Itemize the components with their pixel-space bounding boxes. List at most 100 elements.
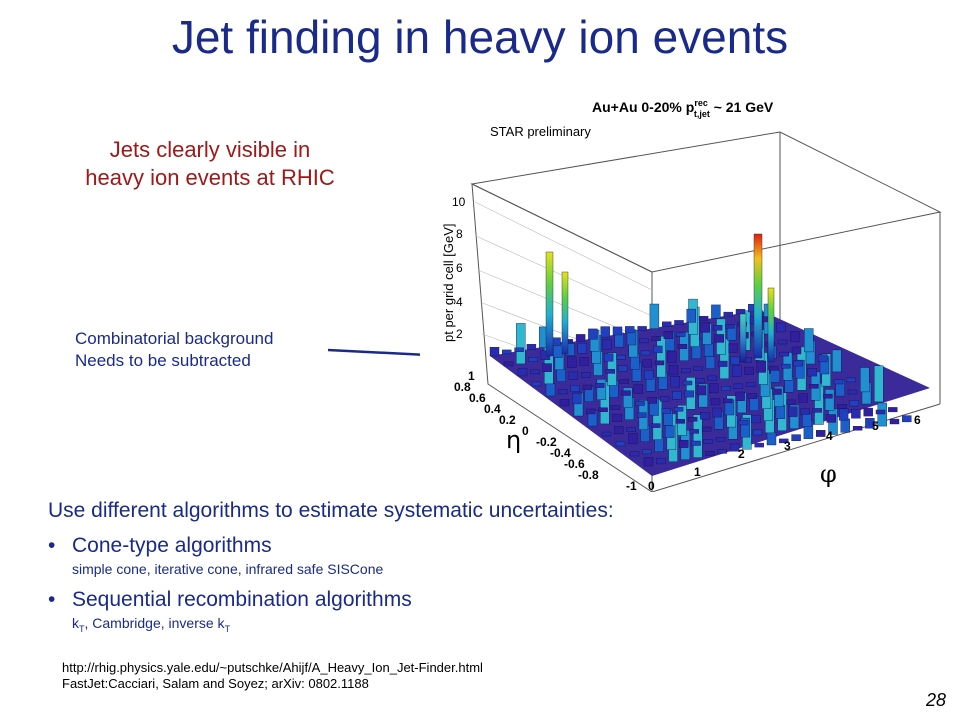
background-bar (668, 364, 679, 376)
reference-link[interactable]: http://rhig.physics.yale.edu/~putschke/A… (62, 660, 483, 675)
background-bar (643, 457, 654, 467)
plot-frame (470, 131, 942, 492)
background-bar (626, 427, 636, 432)
background-bar (747, 393, 758, 399)
background-bar (596, 379, 607, 400)
background-bar (738, 420, 749, 426)
background-bar (723, 311, 733, 317)
background-bar (703, 439, 713, 444)
background-bar (639, 338, 649, 344)
background-bar (687, 417, 698, 422)
background-bar (833, 379, 844, 385)
phi-tick: 2 (738, 447, 745, 461)
background-bar (705, 451, 715, 456)
background-bar (670, 376, 680, 388)
background-bar (865, 418, 875, 429)
background-bar (790, 331, 800, 343)
background-bar (746, 382, 756, 387)
background-bar (663, 331, 674, 339)
background-bar (752, 429, 763, 436)
background-bar (681, 368, 691, 374)
phi-tick: 6 (914, 413, 921, 427)
background-bar (684, 390, 694, 398)
background-bar (628, 433, 638, 445)
bullet-main: Cone-type algorithms (72, 534, 272, 557)
plot-header: Au+Au 0-20% prec t,jet ~ 21 GeV (592, 98, 774, 119)
background-bar (650, 423, 661, 428)
background-bar (566, 356, 577, 368)
background-bar (700, 321, 710, 333)
eta-tick: -1 (626, 479, 637, 492)
background-bar (714, 334, 724, 343)
eta-tick: 0.4 (484, 402, 501, 416)
background-bar (577, 343, 588, 354)
background-bar (735, 309, 746, 315)
background-bar (793, 360, 803, 367)
page-number: 28 (925, 690, 946, 710)
background-bar (545, 383, 556, 397)
background-bar (503, 361, 514, 367)
eta-tick: 0.8 (454, 380, 471, 394)
background-bar (677, 344, 688, 349)
background-bar (664, 425, 675, 438)
background-bar (712, 324, 723, 331)
background-bar (772, 388, 782, 395)
background-bar (559, 399, 570, 407)
background-bar (701, 426, 712, 432)
background-bar (768, 365, 779, 371)
background-bar (570, 385, 580, 393)
background-bar (802, 413, 812, 427)
background-bar (689, 429, 699, 434)
background-bar (635, 401, 645, 406)
background-bar (788, 406, 798, 417)
jet-peak-bar (753, 233, 763, 359)
background-bar (816, 430, 826, 437)
background-bar (807, 368, 817, 377)
eta-tick: 1 (468, 369, 475, 383)
bullet-dot: • (48, 588, 56, 611)
background-bar (651, 336, 661, 342)
background-bar (615, 441, 626, 447)
background-bar (732, 365, 742, 377)
background-bar (711, 304, 721, 319)
background-bar (777, 339, 788, 345)
background-bar (852, 426, 863, 431)
eta-axis: 1 0.8 0.6 0.4 0.2 0 -0.2 -0.4 -0.6 -0.8 … (454, 369, 637, 492)
background-bar (517, 368, 528, 377)
background-bar (693, 414, 703, 458)
background-bar (863, 407, 873, 417)
background-bar (877, 402, 887, 427)
phi-tick: 3 (784, 439, 791, 453)
phi-axis: 0 1 2 3 4 5 6 (648, 413, 921, 492)
phi-symbol: φ (820, 460, 837, 488)
background-bar (636, 412, 647, 418)
jet-peak-bar (767, 287, 775, 363)
background-bar (629, 451, 640, 457)
background-bar (602, 339, 612, 350)
background-bar (619, 379, 630, 384)
background-bar (617, 365, 628, 372)
background-bar (860, 367, 870, 393)
bullet-dot: • (48, 534, 56, 557)
background-bar (795, 359, 805, 379)
z-tick: 10 (452, 195, 466, 209)
background-bar (674, 320, 684, 325)
z-tick: 4 (456, 295, 463, 309)
phi-tick: 1 (694, 465, 701, 479)
background-bar (781, 363, 791, 369)
lego-plot: Au+Au 0-20% prec t,jet ~ 21 GeV STAR prel… (420, 84, 960, 492)
background-bar (902, 415, 912, 423)
background-bar (779, 351, 789, 357)
background-bar (766, 432, 777, 446)
background-bar (612, 326, 623, 336)
background-bar (516, 323, 526, 365)
background-bar (812, 408, 822, 413)
background-bar (654, 360, 665, 366)
eta-tick: -0.2 (536, 435, 557, 449)
background-bar (530, 369, 540, 375)
annotation-line-2: Needs to be subtracted (75, 351, 251, 370)
background-bar (640, 350, 651, 356)
background-bar (875, 409, 886, 415)
background-bar (656, 336, 666, 378)
background-bar (616, 354, 626, 360)
